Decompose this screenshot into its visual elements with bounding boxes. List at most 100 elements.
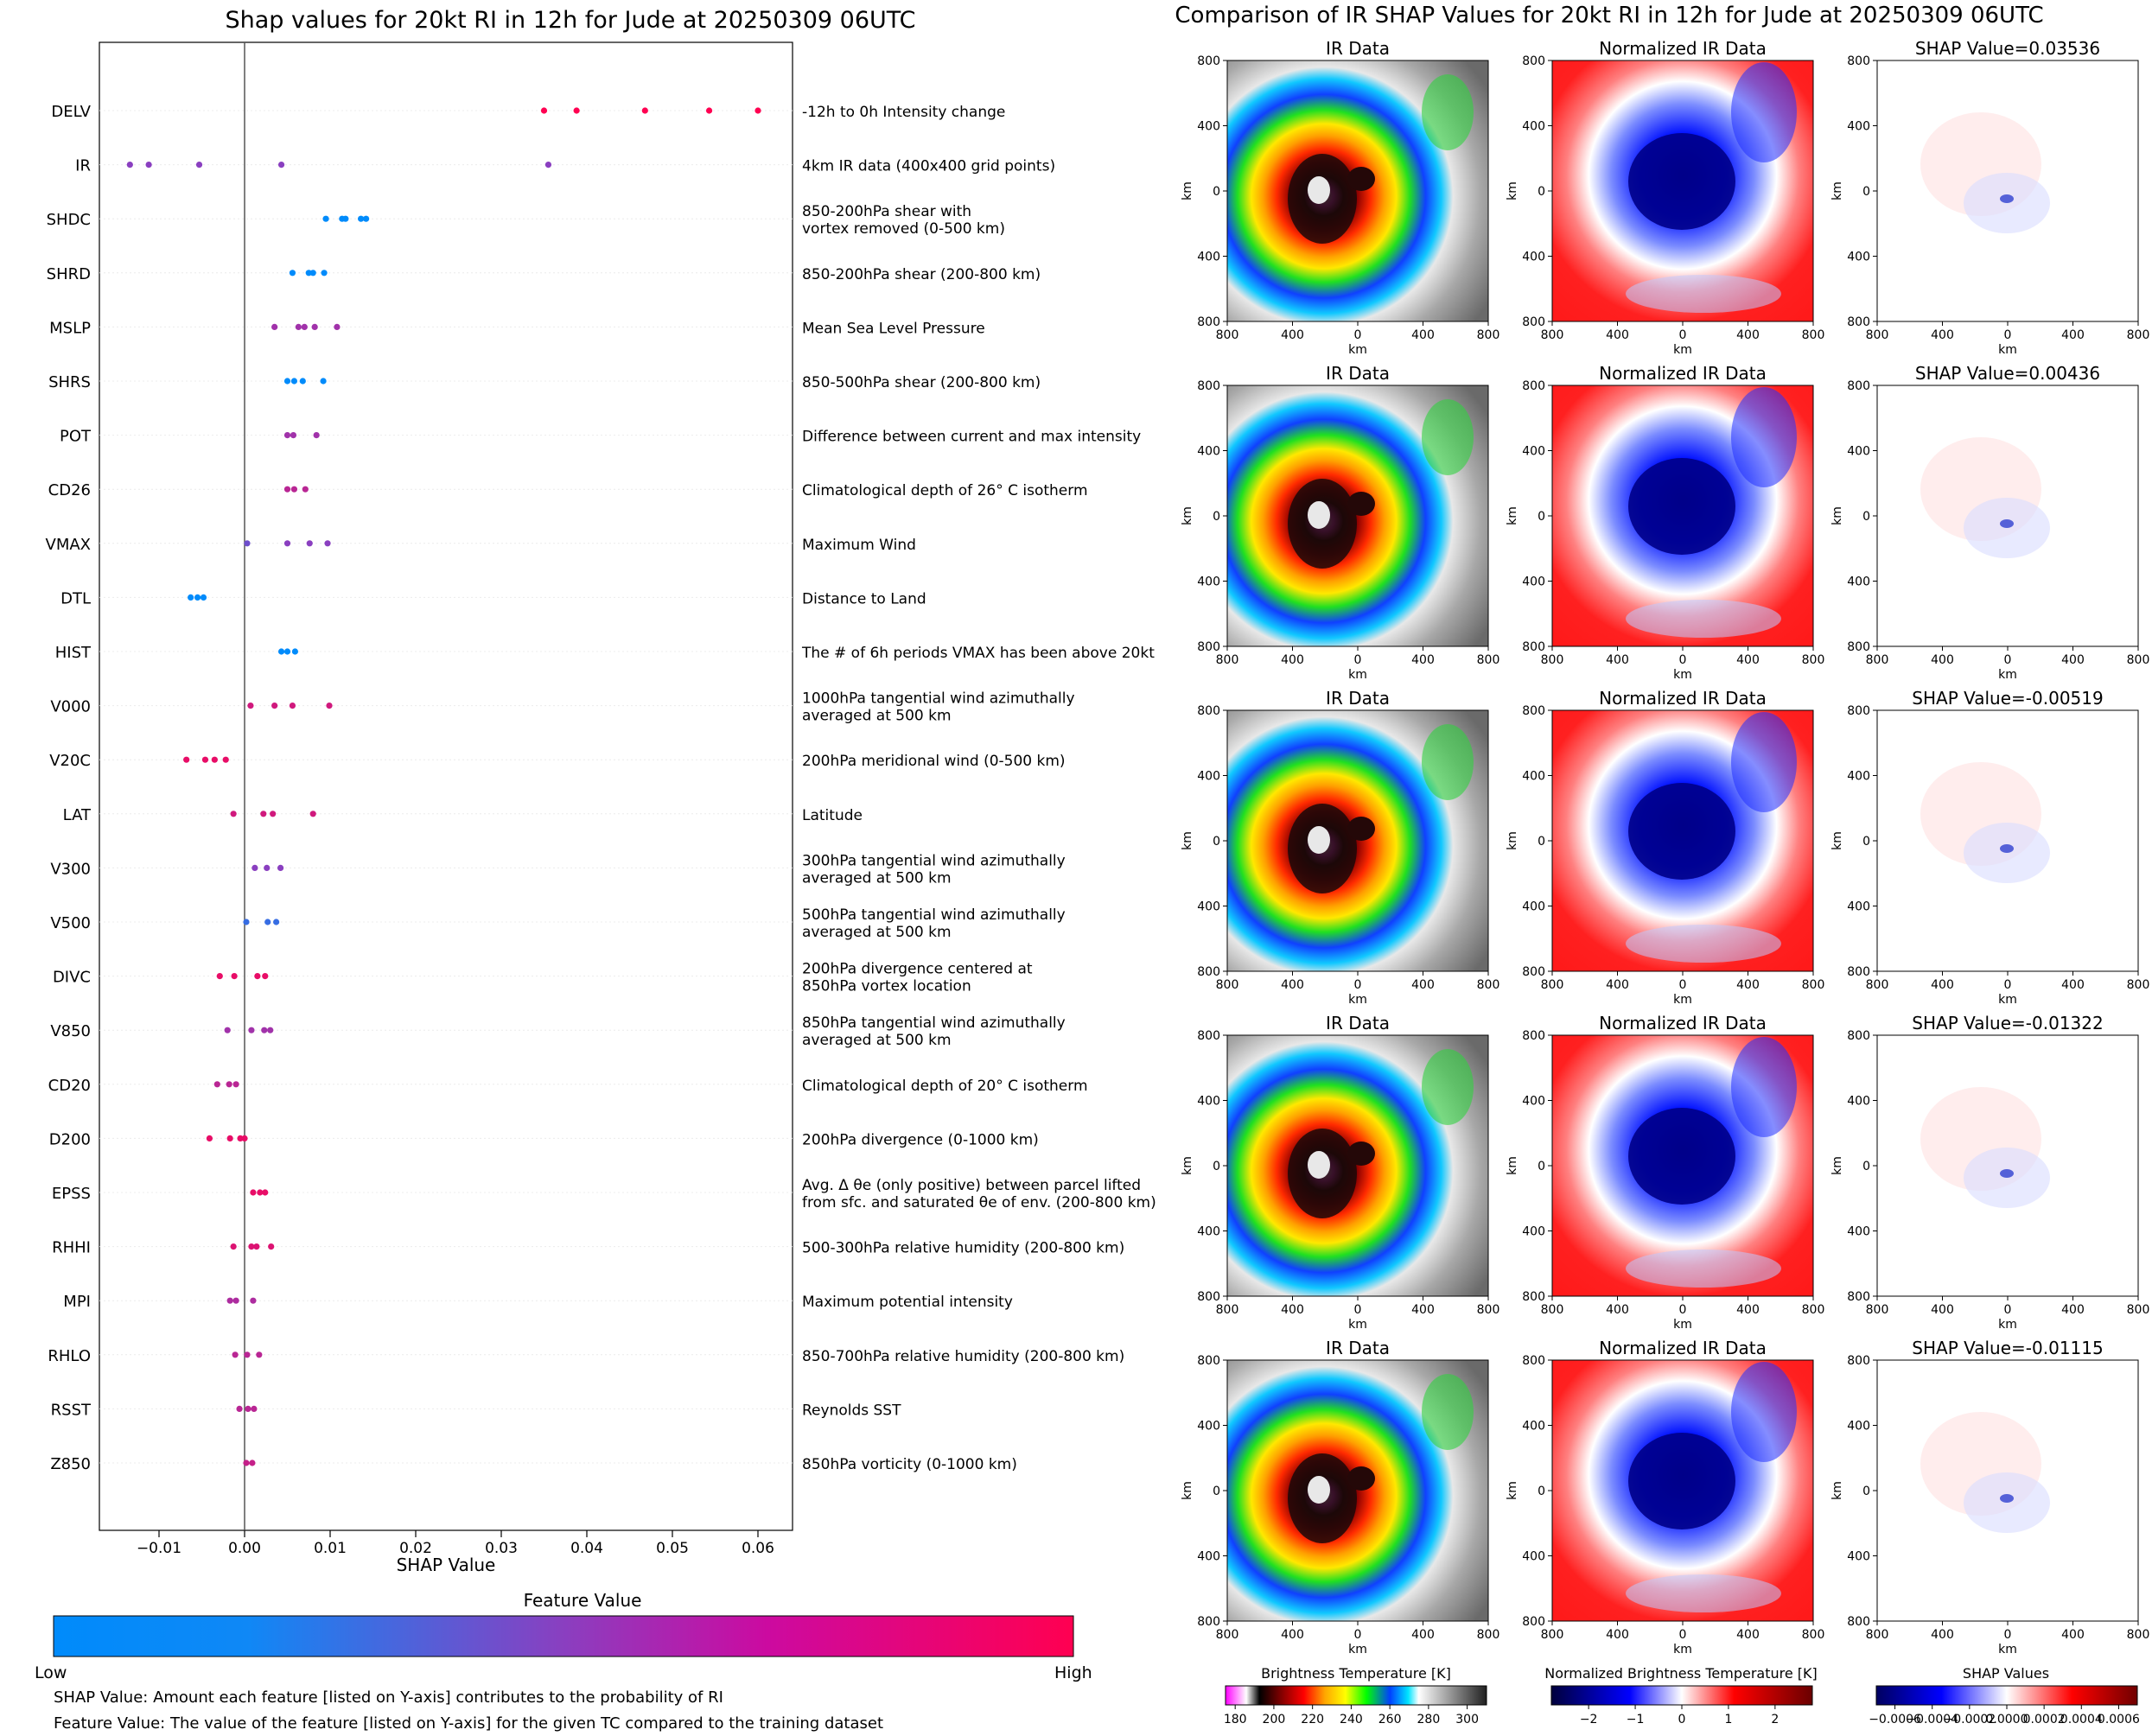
colorbar-tick-label: 0 (1678, 1713, 1686, 1726)
shap-point (249, 1459, 256, 1466)
shap-point (194, 594, 201, 601)
x-tick-label: 400 (1931, 653, 1954, 667)
y-axis-label: km (1830, 181, 1844, 200)
shap-point (362, 215, 370, 222)
x-tick-label: 0.00 (228, 1540, 261, 1557)
y-tick-label: 400 (1522, 900, 1545, 914)
shap-point (324, 540, 331, 547)
shap-point (226, 1081, 232, 1088)
colorbar-tick-label: 0.0000 (1986, 1713, 2028, 1726)
shap-point (322, 215, 329, 222)
nir-band-south (1626, 925, 1781, 963)
feature-description: Reynolds SST (802, 1402, 901, 1419)
shap-point (271, 703, 278, 709)
nir-core (1628, 783, 1735, 880)
ir-band (1422, 724, 1474, 800)
x-tick-label: 0 (1354, 978, 1362, 992)
x-tick-label: 0 (1354, 653, 1362, 667)
shap-point (216, 973, 223, 980)
nbt-colorbar-title: Normalized Brightness Temperature [K] (1544, 1665, 1818, 1682)
feature-description-line: Maximum Wind (802, 537, 916, 554)
panel-title: IR Data (1326, 363, 1390, 384)
shap-point (232, 1351, 239, 1358)
x-axis-label: km (1673, 668, 1692, 682)
y-axis-label: km (1506, 181, 1519, 200)
feature-description-line: averaged at 500 km (802, 924, 952, 941)
colorbar-tick-label: −0.0004 (1906, 1713, 1958, 1726)
feature-description-line: The # of 6h periods VMAX has been above … (801, 645, 1155, 662)
y-tick-label: 0 (1213, 1485, 1220, 1498)
y-tick-label: 400 (1847, 1420, 1870, 1434)
x-tick-label: 800 (1802, 328, 1825, 342)
shap-point (299, 378, 306, 385)
nir-band-south (1626, 1250, 1781, 1288)
x-tick-label: 800 (1802, 1628, 1825, 1642)
shap-point (311, 323, 318, 330)
shap-point (245, 1405, 251, 1412)
feature-description-line: 4km IR data (400x400 grid points) (802, 158, 1055, 175)
y-axis-label: km (1830, 506, 1844, 525)
y-tick-label: 400 (1522, 770, 1545, 784)
bt-colorbar-title: Brightness Temperature [K] (1261, 1665, 1451, 1682)
x-axis-label: km (1998, 343, 2017, 357)
shap-point (540, 107, 548, 114)
y-tick-label: 800 (1197, 379, 1220, 393)
y-tick-label: 800 (1197, 1354, 1220, 1368)
shap-point (302, 486, 309, 493)
y-tick-label: 0 (1862, 835, 1870, 849)
y-tick-label: 800 (1522, 965, 1545, 979)
x-tick-label: 0 (1679, 1303, 1687, 1317)
x-axis-label: km (1673, 1318, 1692, 1332)
y-tick-label: 800 (1522, 1290, 1545, 1304)
y-tick-label: 400 (1522, 1095, 1545, 1109)
shap-point (264, 919, 271, 925)
feature-name: V300 (50, 860, 91, 878)
x-tick-label: 800 (1866, 1303, 1889, 1317)
feature-description: 1000hPa tangential wind azimuthally avera… (802, 690, 1075, 725)
feature-description-line: Distance to Land (802, 590, 926, 607)
y-tick-label: 800 (1847, 379, 1870, 393)
shap-point (283, 432, 291, 439)
feature-name: V20C (49, 752, 91, 770)
y-tick-label: 400 (1522, 251, 1545, 264)
x-tick-label: 800 (1866, 978, 1889, 992)
shap-point (241, 1135, 248, 1141)
shap-point (256, 1351, 263, 1358)
shap-point (261, 1027, 268, 1033)
y-tick-label: 0 (1538, 510, 1545, 524)
ir-eye-spot (1308, 176, 1330, 204)
x-tick-label: 800 (2127, 1303, 2150, 1317)
x-tick-label: 400 (1931, 328, 1954, 342)
x-tick-label: 0.03 (485, 1540, 518, 1557)
x-tick-label: 800 (1477, 653, 1500, 667)
feature-description-line: averaged at 500 km (802, 708, 952, 725)
shap-point (260, 811, 267, 817)
shap-point (230, 811, 237, 817)
shap-point (232, 1297, 239, 1304)
feature-description-line: 200hPa meridional wind (0-500 km) (802, 753, 1066, 770)
ir-band (1422, 1049, 1474, 1125)
y-tick-label: 800 (1847, 1354, 1870, 1368)
y-tick-label: 400 (1847, 900, 1870, 914)
shap-points (126, 107, 761, 1466)
shap-point (254, 973, 261, 980)
colorbar-tick-label: −2 (1580, 1713, 1598, 1726)
feature-description: 850-200hPa shear with vortex removed (0-5… (802, 203, 1005, 238)
shap-point (244, 540, 251, 547)
x-tick-label: 800 (2127, 978, 2150, 992)
shap-point (309, 270, 316, 277)
nir-band-south (1626, 600, 1781, 638)
x-tick-label: 0 (2004, 1303, 2012, 1317)
shap-point (195, 162, 203, 169)
feature-description-line: 200hPa divergence (0-1000 km) (802, 1131, 1039, 1148)
shap-point (251, 864, 258, 872)
x-tick-label: 800 (1216, 653, 1239, 667)
x-axis-label: km (1998, 668, 2017, 682)
feature-description-line: averaged at 500 km (802, 1032, 952, 1049)
ir-band (1422, 399, 1474, 475)
shap-point (224, 1027, 231, 1033)
x-axis-ticks: −0.01 0.00 0.01 0.02 0.03 0.04 0.05 0.06 (137, 1530, 774, 1557)
x-tick-label: 400 (1281, 328, 1304, 342)
shap-point (237, 1135, 244, 1141)
